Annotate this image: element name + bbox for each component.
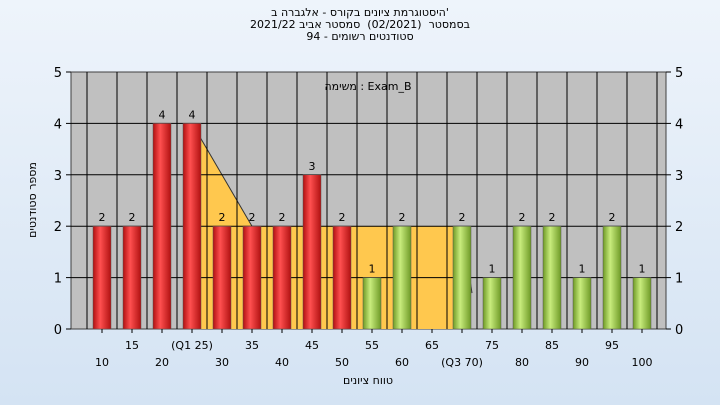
task-annotation: משימה : Exam_B bbox=[324, 80, 411, 93]
x-tick-label: (Q1 25) bbox=[171, 339, 213, 352]
y-tick-label: 2 bbox=[675, 220, 683, 235]
bar bbox=[182, 123, 202, 330]
y-tick-label: 5 bbox=[675, 66, 683, 81]
y-tick-label: 1 bbox=[675, 272, 683, 287]
x-tick-label: 100 bbox=[632, 356, 653, 369]
bar-value-label: 2 bbox=[219, 211, 226, 224]
title-line-1: היסטוגרמת ציונים בקורס - אלגברה ב' bbox=[271, 6, 449, 19]
bar-value-label: 1 bbox=[369, 263, 376, 276]
x-tick-label: 60 bbox=[395, 356, 409, 369]
bar bbox=[542, 225, 562, 330]
bar bbox=[362, 277, 382, 330]
x-tick-label: 65 bbox=[425, 339, 439, 352]
data-labels: 2 2 4 4 2 2 2 3 2 1 2 2 1 2 2 1 2 1 bbox=[99, 108, 646, 275]
x-tick-label: 20 bbox=[155, 356, 169, 369]
x-tick-label: 90 bbox=[575, 356, 589, 369]
title-line-3: 94 - סטודנטים רשומים bbox=[306, 30, 414, 43]
x-tick-label: 35 bbox=[245, 339, 259, 352]
x-tick-label: 10 bbox=[95, 356, 109, 369]
chart-title: היסטוגרמת ציונים בקורס - אלגברה ב' בסמסט… bbox=[0, 7, 720, 43]
bar-value-label: 2 bbox=[99, 211, 106, 224]
y-tick-label: 2 bbox=[54, 220, 62, 235]
bar-value-label: 2 bbox=[249, 211, 256, 224]
y-tick-label: 3 bbox=[54, 169, 62, 184]
bar bbox=[152, 123, 172, 330]
bar bbox=[332, 225, 352, 330]
bar bbox=[452, 225, 472, 330]
x-tick-label: 45 bbox=[305, 339, 319, 352]
bar-value-label: 2 bbox=[459, 211, 466, 224]
bar bbox=[572, 277, 592, 330]
bar-value-label: 4 bbox=[189, 108, 196, 121]
bar-value-label: 2 bbox=[279, 211, 286, 224]
y-tick-label: 4 bbox=[675, 117, 683, 132]
y-tick-label: 3 bbox=[675, 169, 683, 184]
bar-value-label: 2 bbox=[339, 211, 346, 224]
x-tick-label: 75 bbox=[485, 339, 499, 352]
x-tick-label: 85 bbox=[545, 339, 559, 352]
x-axis-title: טווח ציונים bbox=[343, 374, 393, 387]
x-tick-label: 15 bbox=[125, 339, 139, 352]
x-tick-label: (Q3 70) bbox=[441, 356, 483, 369]
bar-value-label: 2 bbox=[129, 211, 136, 224]
bar bbox=[92, 225, 112, 330]
bar-value-label: 4 bbox=[159, 108, 166, 121]
bar-value-label: 3 bbox=[309, 160, 316, 173]
y-axis-left: 0 1 2 3 4 5 bbox=[54, 66, 71, 338]
x-tick-label: 95 bbox=[605, 339, 619, 352]
x-tick-label: 55 bbox=[365, 339, 379, 352]
bar-value-label: 1 bbox=[579, 263, 586, 276]
bars bbox=[92, 123, 652, 330]
x-tick-label: 30 bbox=[215, 356, 229, 369]
y-axis-right: 0 1 2 3 4 5 bbox=[666, 66, 683, 338]
x-tick-label: 50 bbox=[335, 356, 349, 369]
bar bbox=[302, 174, 322, 330]
x-axis: 10 15 20(Q1 25)30 35 40 45 50 55 60 65(Q3 70)75 80… bbox=[95, 329, 653, 369]
bar bbox=[482, 277, 502, 330]
bar-value-label: 1 bbox=[489, 263, 496, 276]
y-tick-label: 0 bbox=[675, 323, 683, 338]
bar bbox=[632, 277, 652, 330]
bar bbox=[212, 225, 232, 330]
bar-value-label: 2 bbox=[519, 211, 526, 224]
bar bbox=[242, 225, 262, 330]
y-tick-label: 5 bbox=[54, 66, 62, 81]
bar bbox=[392, 225, 412, 330]
y-axis-title: מספר סטודנטים bbox=[26, 162, 39, 238]
bar-value-label: 2 bbox=[609, 211, 616, 224]
bar bbox=[272, 225, 292, 330]
bar bbox=[512, 225, 532, 330]
bar-value-label: 1 bbox=[639, 263, 646, 276]
title-line-2: בסמסטר (02/2021) סמסטר אביב 2021/22 bbox=[249, 18, 471, 31]
x-tick-label: 80 bbox=[515, 356, 529, 369]
y-tick-label: 1 bbox=[54, 272, 62, 287]
bar-value-label: 2 bbox=[549, 211, 556, 224]
x-tick-label: 40 bbox=[275, 356, 289, 369]
bar-value-label: 2 bbox=[399, 211, 406, 224]
bar bbox=[122, 225, 142, 330]
bar bbox=[602, 225, 622, 330]
y-tick-label: 4 bbox=[54, 117, 62, 132]
y-tick-label: 0 bbox=[54, 323, 62, 338]
